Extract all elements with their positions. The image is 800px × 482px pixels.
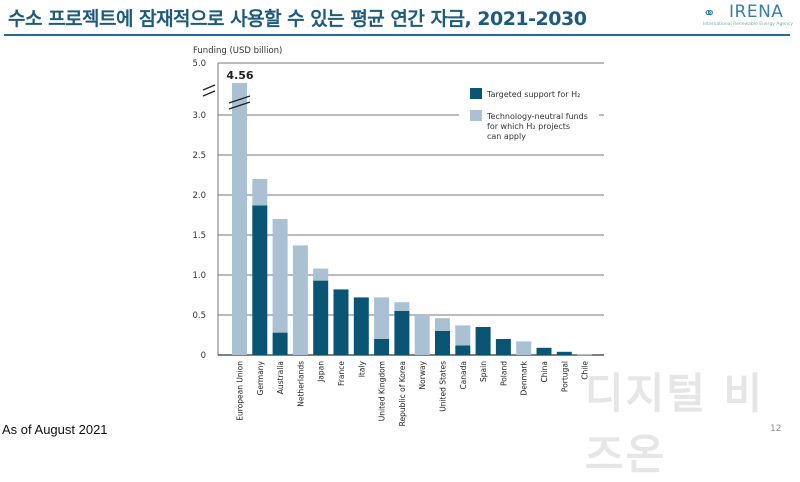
x-tick-label: France <box>337 361 346 386</box>
x-tick-label: Italy <box>357 360 366 377</box>
y-tick-label: 1.5 <box>192 231 206 241</box>
legend-label: for which H₂ projects <box>487 122 570 131</box>
bar-neutral <box>252 179 268 206</box>
logo-text: IRENA <box>729 2 784 22</box>
bar-break-mark <box>228 101 251 110</box>
y-tick-label: 0 <box>201 351 206 361</box>
y-tick-label: 0.5 <box>192 311 206 321</box>
axis-break-mark <box>202 90 216 97</box>
x-tick-label: Australia <box>276 361 285 394</box>
x-tick-label: Canada <box>459 361 468 390</box>
y-tick-label: 5.0 <box>192 59 206 69</box>
axis-break-mark <box>202 84 216 91</box>
bar-neutral <box>232 83 247 355</box>
bar-targeted <box>536 347 552 355</box>
legend-swatch <box>470 110 482 121</box>
bar-targeted <box>495 339 511 355</box>
globe-logo-icon: ⚭ <box>703 4 716 22</box>
legend-label: can apply <box>487 132 526 141</box>
bar-neutral <box>435 318 450 331</box>
bar-neutral <box>577 354 593 356</box>
bar-targeted <box>394 311 410 355</box>
bar-neutral <box>374 297 390 339</box>
bar-targeted <box>435 331 450 355</box>
x-tick-label: Poland <box>499 361 508 386</box>
bar-neutral <box>292 245 308 355</box>
bar-targeted <box>374 339 390 355</box>
x-tick-label: United States <box>439 361 448 412</box>
x-tick-label: Norway <box>418 360 427 389</box>
x-tick-label: Germany <box>256 360 265 395</box>
bar-neutral <box>455 325 471 346</box>
y-tick-label: 2.0 <box>192 191 206 201</box>
x-tick-label: Portugal <box>560 361 569 392</box>
bar-targeted <box>313 280 329 355</box>
x-tick-label: Japan <box>317 361 326 383</box>
y-tick-label: 2.5 <box>192 151 206 161</box>
legend-label: Targeted support for H₂ <box>486 90 580 99</box>
x-tick-label: Netherlands <box>296 361 305 407</box>
date-note: As of August 2021 <box>2 422 108 437</box>
page-number: 12 <box>770 424 782 434</box>
logo-subtext: International Renewable Energy Agency <box>703 22 794 27</box>
x-tick-label: European Union <box>236 361 245 421</box>
x-tick-label: Chile <box>581 361 590 380</box>
x-tick-label: Republic of Korea <box>398 361 407 426</box>
funding-chart: Funding (USD billion) 0 0.5 1.0 1.5 2.0 2.5 3.… <box>192 46 604 426</box>
y-tick-label: 1.0 <box>192 271 206 281</box>
bar-targeted <box>475 327 491 355</box>
legend-background <box>459 108 599 124</box>
legend-label: Technology-neutral funds <box>486 112 588 121</box>
x-tick-label: China <box>540 361 549 382</box>
x-tick-label: United Kingdom <box>378 361 387 421</box>
bar-targeted <box>333 289 349 355</box>
eu-value-label: 4.56 <box>226 69 253 82</box>
bar-targeted <box>455 345 471 355</box>
x-tick-label: Denmark <box>520 360 529 395</box>
bar-targeted <box>556 351 572 355</box>
bar-neutral <box>516 341 532 355</box>
y-axis-label: Funding (USD billion) <box>193 46 282 56</box>
y-tick-label: 3.0 <box>192 111 206 121</box>
title-divider <box>4 34 790 36</box>
legend-swatch <box>470 88 482 99</box>
bar-neutral <box>394 302 410 311</box>
bar-break-mark <box>228 95 251 104</box>
irena-logo: ⚭ IRENA International Renewable Energy A… <box>703 2 795 28</box>
bar-targeted <box>252 205 268 355</box>
bar-neutral <box>414 315 430 355</box>
bar-targeted <box>272 332 288 355</box>
bar-neutral <box>272 219 288 333</box>
page-title: 수소 프로젝트에 잠재적으로 사용할 수 있는 평균 연간 자금, 2021-2… <box>8 8 587 30</box>
bar-targeted <box>353 297 369 355</box>
x-tick-label: Spain <box>479 361 488 382</box>
bar-neutral <box>313 268 329 281</box>
